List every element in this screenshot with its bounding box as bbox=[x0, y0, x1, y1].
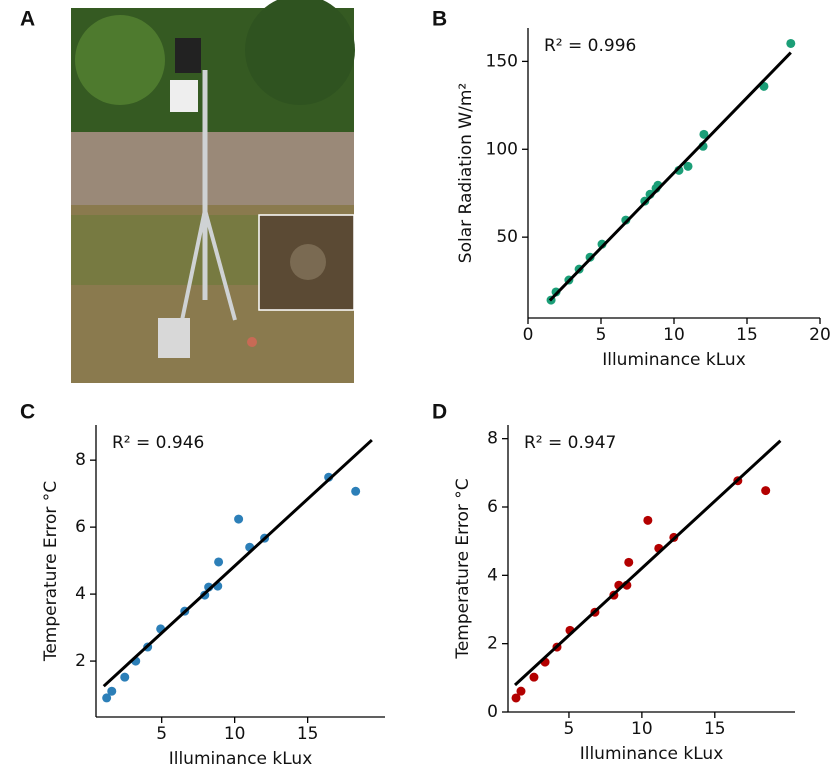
panel-label: D bbox=[432, 401, 447, 424]
x-tick-label: 0 bbox=[523, 325, 534, 345]
tripod-leg bbox=[203, 209, 237, 321]
point bbox=[516, 686, 526, 696]
inset-sensor bbox=[290, 244, 326, 280]
y-tick-label: 2 bbox=[75, 651, 86, 671]
x-tick-label: 15 bbox=[736, 325, 758, 345]
x-tick-label: 10 bbox=[663, 325, 685, 345]
point bbox=[511, 693, 521, 703]
x-axis-label: Illuminance kLux bbox=[602, 350, 746, 370]
point bbox=[351, 486, 361, 496]
y-tick-label: 50 bbox=[496, 227, 518, 247]
point bbox=[621, 215, 631, 225]
x-tick-label: 15 bbox=[297, 724, 319, 744]
tripod-leg bbox=[178, 209, 207, 331]
y-tick-label: 100 bbox=[486, 139, 518, 159]
x-axis-label: Illuminance kLux bbox=[169, 749, 313, 769]
point bbox=[234, 514, 244, 524]
fit-line bbox=[513, 439, 782, 687]
point bbox=[786, 38, 796, 48]
tree-foliage bbox=[75, 15, 165, 105]
point bbox=[624, 557, 634, 567]
point bbox=[699, 129, 709, 139]
y-axis-label: Temperature Error °C bbox=[41, 481, 61, 662]
fit-line bbox=[102, 438, 373, 688]
x-tick-label: 5 bbox=[596, 325, 607, 345]
fit-line bbox=[548, 51, 792, 302]
y-axis-label: Temperature Error °C bbox=[453, 478, 473, 659]
sensor-head bbox=[175, 38, 201, 73]
annotation: R² = 0.947 bbox=[524, 433, 616, 453]
y-tick-label: 150 bbox=[486, 51, 518, 71]
point bbox=[120, 672, 130, 682]
point bbox=[102, 693, 112, 703]
radiation-shield bbox=[170, 80, 198, 112]
tree-foliage bbox=[245, 0, 355, 105]
x-tick-label: 20 bbox=[809, 325, 831, 345]
box bbox=[158, 318, 190, 358]
y-tick-label: 2 bbox=[487, 634, 498, 654]
point bbox=[643, 515, 653, 525]
sensor bbox=[247, 337, 257, 347]
y-tick-label: 4 bbox=[487, 565, 498, 585]
x-tick-label: 10 bbox=[631, 719, 653, 739]
annotation: R² = 0.996 bbox=[544, 36, 636, 56]
x-tick-label: 15 bbox=[704, 719, 726, 739]
x-tick-label: 10 bbox=[224, 724, 246, 744]
y-tick-label: 6 bbox=[75, 517, 86, 537]
annotation: R² = 0.946 bbox=[112, 433, 204, 453]
x-tick-label: 5 bbox=[564, 719, 575, 739]
fence bbox=[71, 132, 354, 217]
y-tick-label: 0 bbox=[487, 702, 498, 722]
x-tick-label: 5 bbox=[156, 724, 167, 744]
point bbox=[683, 161, 693, 171]
y-axis-label: Solar Radiation W/m² bbox=[456, 83, 476, 263]
point bbox=[761, 486, 771, 496]
point bbox=[214, 557, 224, 567]
y-tick-label: 8 bbox=[75, 450, 86, 470]
panel-label: B bbox=[432, 8, 447, 31]
x-axis-label: Illuminance kLux bbox=[580, 744, 724, 764]
y-tick-label: 6 bbox=[487, 497, 498, 517]
panel-label: C bbox=[20, 401, 35, 424]
y-tick-label: 4 bbox=[75, 584, 86, 604]
y-tick-label: 8 bbox=[487, 429, 498, 449]
panel-label: A bbox=[20, 8, 35, 31]
point bbox=[107, 686, 117, 696]
point bbox=[529, 672, 539, 682]
photo bbox=[71, 0, 355, 383]
